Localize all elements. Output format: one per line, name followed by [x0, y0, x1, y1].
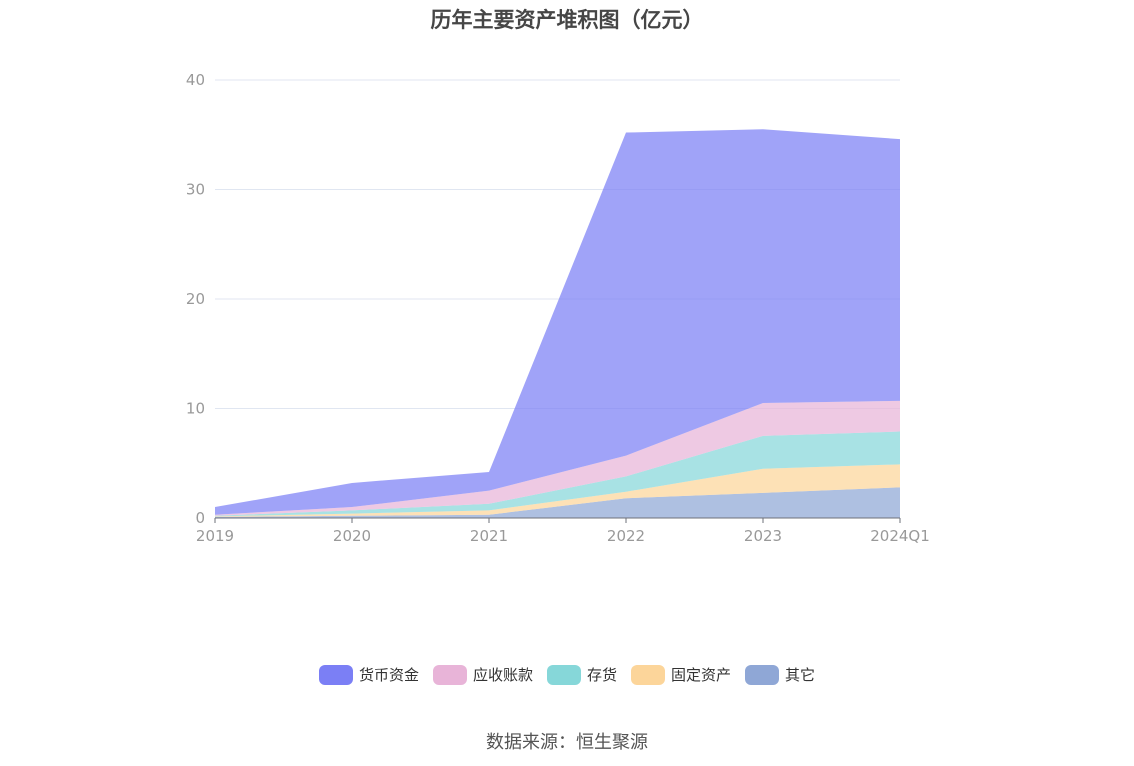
legend-swatch-cash: [318, 664, 353, 685]
data-source: 数据来源：恒生聚源: [486, 732, 648, 753]
y-tick-label-0: 0: [195, 509, 205, 527]
legend-swatch-fixed-assets: [631, 664, 665, 685]
y-tick-label-10: 10: [186, 400, 205, 418]
legend-label-inventory: 存货: [586, 666, 617, 684]
area-series-4: [215, 129, 900, 515]
y-tick-label-20: 20: [186, 290, 205, 308]
area-series-2: [215, 431, 900, 517]
legend-item-inventory[interactable]: 存货: [546, 664, 617, 685]
legend-item-other[interactable]: 其它: [745, 664, 815, 685]
stacked-area-chart: 0 10 20 30 40 2019 2020 2021 2022 2023 2024Q1: [186, 71, 930, 545]
legend-label-other: 其它: [785, 666, 816, 684]
area-series-0: [215, 487, 900, 518]
legend-label-receivables: 应收账款: [472, 666, 533, 684]
legend-swatch-inventory: [546, 664, 581, 685]
x-tick-label-0: 2019: [196, 527, 234, 545]
chart-legend: 货币资金 应收账款 存货 固定资产 其它: [0, 664, 1134, 685]
chart-title: 历年主要资产堆积图（亿元）: [430, 8, 704, 32]
area-series-3: [215, 400, 900, 516]
x-tick-label-2: 2021: [470, 527, 508, 545]
area-series-1: [215, 464, 900, 517]
y-tick-label-40: 40: [186, 71, 205, 89]
x-tick-label-5: 2024Q1: [870, 527, 930, 545]
legend-swatch-receivables: [432, 664, 467, 685]
legend-item-receivables[interactable]: 应收账款: [432, 664, 533, 685]
x-tick-label-1: 2020: [333, 527, 371, 545]
x-tick-label-3: 2022: [607, 527, 645, 545]
legend-label-fixed-assets: 固定资产: [671, 666, 732, 684]
x-tick-label-4: 2023: [744, 527, 782, 545]
legend-swatch-other: [745, 664, 780, 685]
legend-item-cash[interactable]: 货币资金: [318, 664, 419, 685]
y-tick-label-30: 30: [186, 181, 205, 199]
legend-item-fixed-assets[interactable]: 固定资产: [631, 664, 731, 685]
legend-label-cash: 货币资金: [358, 666, 419, 684]
